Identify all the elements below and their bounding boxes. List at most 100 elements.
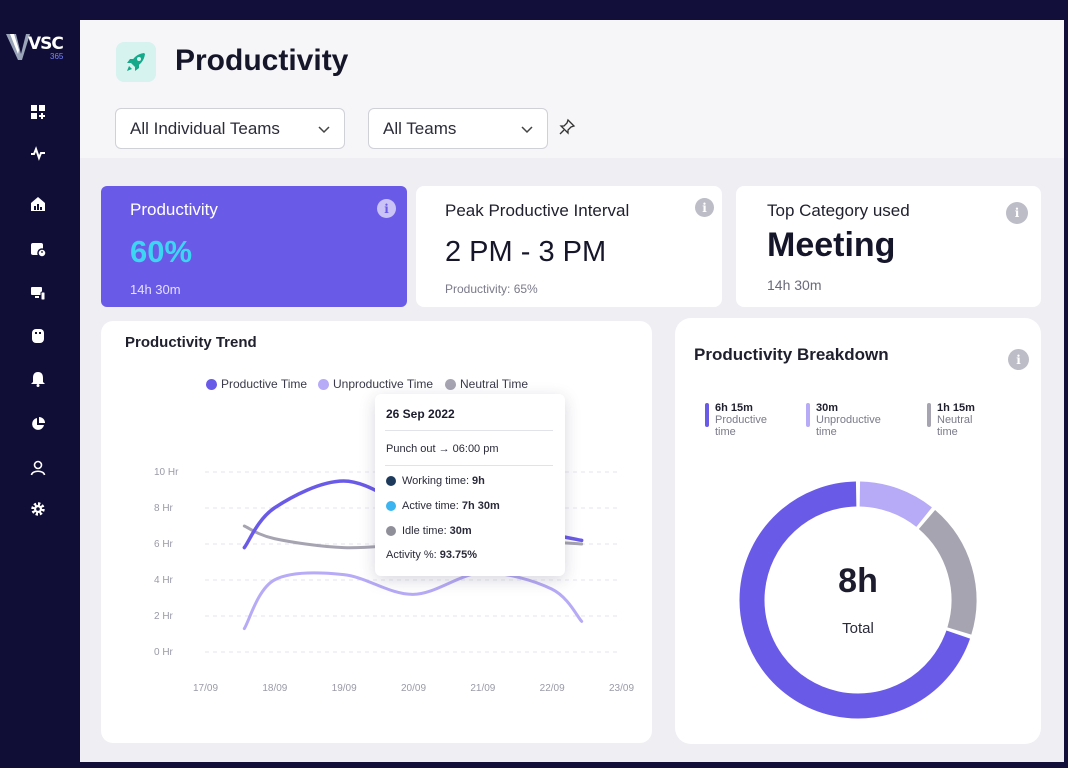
kpi-peak-sub: Productivity: 65% (445, 282, 538, 296)
sidebar-item-notifications[interactable] (28, 369, 48, 389)
legend-unproductive-label: Unproductive Time (333, 377, 434, 391)
dashboard-add-icon (31, 105, 45, 119)
tooltip-idle-label: Idle time: (402, 525, 447, 537)
teams-select[interactable]: All Teams (368, 108, 548, 149)
tooltip-working-label: Working time: (402, 475, 470, 487)
tooltip-activity: Activity %: 93.75% (386, 549, 477, 561)
devices-icon (31, 287, 46, 301)
brand-logo-mark (6, 34, 30, 60)
legend-unproductive[interactable]: Unproductive Time (318, 377, 433, 391)
breakdown-unproductive-value: 30m (816, 402, 839, 414)
tooltip-punch-out-text: Punch out → 06:00 pm (386, 443, 499, 455)
legend-productive-label: Productive Time (221, 377, 308, 391)
page-header: Productivity All Individual Teams All Te… (80, 20, 1064, 158)
individual-teams-select[interactable]: All Individual Teams (115, 108, 345, 149)
legend-unproductive-dot (318, 378, 329, 390)
tooltip-working-value: 9h (472, 475, 485, 487)
sidebar-item-calendar[interactable] (28, 239, 48, 259)
kpi-top-category-value: Meeting (767, 226, 896, 264)
brand-logo-text: VSC (28, 34, 64, 54)
tooltip-idle-value: 30m (449, 525, 472, 537)
tooltip-working-dot (386, 476, 396, 486)
kpi-card-top-category: Top Category used Meeting 14h 30m i (736, 186, 1041, 307)
tooltip-active-value: 7h 30m (461, 500, 500, 512)
legend-neutral[interactable]: Neutral Time (445, 377, 528, 391)
sidebar-item-reports[interactable] (28, 414, 48, 434)
app-icon (32, 329, 44, 343)
rocket-icon (127, 53, 145, 71)
breakdown-legend-bar (705, 403, 709, 427)
gear-icon (31, 502, 45, 516)
kpi-peak-label: Peak Productive Interval (445, 201, 630, 220)
legend-neutral-dot (445, 378, 456, 390)
chevron-down-icon (521, 125, 533, 133)
pin-icon[interactable] (558, 118, 576, 136)
kpi-productivity-sub: 14h 30m (130, 282, 181, 297)
pie-chart-icon (32, 417, 45, 430)
bell-icon (31, 372, 45, 387)
calendar-clock-icon (31, 243, 46, 257)
legend-neutral-label: Neutral Time (460, 377, 529, 391)
brand-logo-sub: 365 (50, 52, 64, 61)
breakdown-legend-productive: 6h 15m Productive time (705, 402, 767, 438)
sidebar: VSC 365 (0, 0, 80, 768)
legend-productive[interactable]: Productive Time (206, 377, 307, 391)
title-icon-badge (116, 42, 156, 82)
sidebar-item-users[interactable] (28, 458, 48, 478)
breakdown-neutral-value: 1h 15m (937, 402, 975, 414)
tooltip-punch-out: Punch out → 06:00 pm (386, 443, 499, 455)
tooltip-date: 26 Sep 2022 (386, 407, 455, 421)
breakdown-title: Productivity Breakdown (694, 345, 889, 364)
sidebar-item-settings[interactable] (28, 499, 48, 519)
tooltip-idle-dot (386, 526, 396, 536)
info-icon[interactable]: i (1008, 349, 1029, 370)
sidebar-item-dashboard[interactable] (28, 102, 48, 122)
tooltip-divider (385, 465, 553, 466)
tooltip-active-label: Active time: (402, 500, 459, 512)
page-title: Productivity (175, 44, 349, 77)
donut-total-value: 8h (838, 562, 878, 600)
breakdown-productive-value: 6h 15m (715, 402, 753, 414)
activity-pulse-icon (31, 146, 45, 161)
kpi-productivity-label: Productivity (130, 200, 218, 219)
breakdown-unproductive-label-2: time (816, 426, 837, 438)
teams-select-value: All Teams (383, 118, 457, 138)
kpi-card-peak-interval: Peak Productive Interval 2 PM - 3 PM Pro… (416, 186, 722, 307)
legend-productive-dot (206, 378, 217, 390)
main-content: Productivity All Individual Teams All Te… (80, 20, 1064, 762)
brand-logo[interactable]: VSC 365 (6, 30, 72, 66)
breakdown-neutral-label: Neutral (937, 414, 973, 426)
tooltip-divider (385, 430, 553, 431)
kpi-card-productivity: Productivity 60% 14h 30m i (101, 186, 407, 307)
kpi-top-category-label: Top Category used (767, 201, 910, 220)
trend-title: Productivity Trend (125, 334, 257, 351)
breakdown-legend-neutral: 1h 15m Neutral time (927, 402, 975, 438)
sidebar-item-home[interactable] (28, 194, 48, 214)
tooltip-active-dot (386, 501, 396, 511)
sidebar-item-devices[interactable] (28, 283, 48, 303)
home-chart-icon (31, 197, 45, 211)
breakdown-unproductive-label: Unproductive (816, 414, 881, 426)
donut-total-label: Total (842, 620, 874, 637)
breakdown-legend-unproductive: 30m Unproductive time (806, 402, 881, 438)
breakdown-productive-label: Productive (715, 414, 767, 426)
individual-teams-select-value: All Individual Teams (130, 118, 280, 138)
info-icon[interactable]: i (1006, 202, 1028, 224)
info-icon[interactable]: i (695, 198, 714, 217)
breakdown-legend-bar (806, 403, 810, 427)
tooltip-active-time: Active time: 7h 30m (386, 500, 500, 512)
info-icon[interactable]: i (377, 199, 396, 218)
kpi-top-category-sub: 14h 30m (767, 277, 822, 293)
breakdown-neutral-label-2: time (937, 426, 958, 438)
tooltip-idle-time: Idle time: 30m (386, 525, 472, 537)
sidebar-item-apps[interactable] (28, 326, 48, 346)
tooltip-activity-value: 93.75% (439, 549, 478, 561)
user-icon (30, 460, 46, 476)
trend-tooltip: 26 Sep 2022 Punch out → 06:00 pm Working… (375, 394, 565, 576)
sidebar-item-activity[interactable] (28, 143, 48, 163)
breakdown-productive-label-2: time (715, 426, 736, 438)
tooltip-working-time: Working time: 9h (386, 475, 485, 487)
productivity-breakdown-card: Productivity Breakdown i 6h 15m Producti… (675, 318, 1041, 744)
kpi-peak-value: 2 PM - 3 PM (445, 236, 607, 268)
chevron-down-icon (318, 125, 330, 133)
